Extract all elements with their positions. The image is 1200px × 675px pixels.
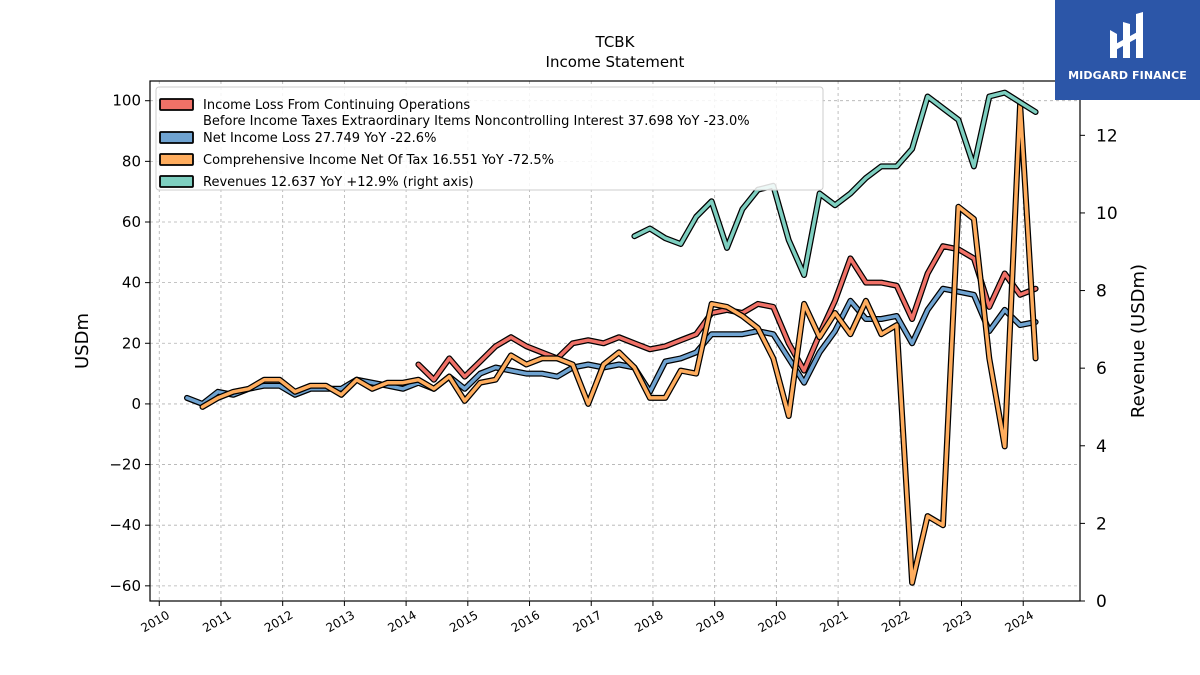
- right-y-axis-ticks: 0 2 4 6 8 10 12: [1080, 126, 1118, 612]
- series-line-2: [200, 101, 1038, 585]
- y-tick-label: −40: [109, 516, 141, 534]
- x-tick-label: 2012: [262, 608, 295, 635]
- x-tick-label: 2011: [200, 608, 233, 635]
- right-y-tick-label: 12: [1096, 126, 1118, 146]
- x-tick-label: 2022: [879, 608, 912, 635]
- right-y-tick-label: 4: [1096, 437, 1107, 457]
- legend-swatch-3: [159, 175, 194, 188]
- legend-label-2: Comprehensive Income Net Of Tax 16.551 Y…: [203, 153, 554, 168]
- x-tick-label: 2017: [571, 608, 604, 635]
- x-tick-label: 2023: [941, 608, 974, 635]
- x-tick-label: 2013: [324, 608, 357, 635]
- midgard-finance-logo: MIDGARD FINANCE: [1055, 0, 1200, 100]
- x-tick-label: 2018: [632, 608, 665, 635]
- legend-label-0-line-1: Before Income Taxes Extraordinary Items …: [203, 114, 750, 129]
- x-tick-label: 2021: [817, 608, 850, 635]
- y-tick-label: 40: [122, 274, 141, 292]
- series-line-3: [632, 90, 1038, 277]
- legend-label-3: Revenues 12.637 YoY +12.9% (right axis): [203, 175, 474, 190]
- right-y-tick-label: 2: [1096, 514, 1107, 534]
- chart-subtitle: Income Statement: [546, 53, 685, 71]
- y-axis-label: USDm: [72, 313, 93, 369]
- logo-mark-icon: [1110, 12, 1143, 58]
- y-tick-label: 100: [112, 92, 141, 110]
- right-y-tick-label: 10: [1096, 204, 1118, 224]
- legend-label-0-line-0: Income Loss From Continuing Operations: [203, 98, 470, 113]
- x-tick-label: 2020: [756, 608, 789, 635]
- y-tick-label: 80: [122, 152, 141, 170]
- x-axis-ticks: 2010 2011 2012 2013 2014 2015 2016 2017 2018 2019…: [139, 601, 1036, 635]
- legend-swatch-0: [159, 98, 194, 111]
- y-tick-label: 20: [122, 334, 141, 352]
- y-tick-label: 60: [122, 213, 141, 231]
- series-lines: [184, 89, 1039, 586]
- x-tick-label: 2019: [694, 608, 727, 635]
- legend-label-1: Net Income Loss 27.749 YoY -22.6%: [203, 131, 436, 146]
- legend-swatch-1: [159, 131, 194, 144]
- right-y-tick-label: 6: [1096, 359, 1107, 379]
- x-tick-label: 2024: [1002, 608, 1035, 635]
- x-tick-label: 2016: [509, 608, 542, 635]
- plot-frame: [149, 80, 1081, 602]
- logo-text: MIDGARD FINANCE: [1068, 69, 1187, 82]
- y-tick-label: −20: [109, 456, 141, 474]
- y-tick-label: 0: [131, 395, 141, 413]
- y-tick-label: −60: [109, 577, 141, 595]
- legend-swatch-2: [159, 153, 194, 166]
- legend-frame: [155, 86, 824, 191]
- chart-title: TCBK: [595, 33, 636, 51]
- right-y-tick-label: 0: [1096, 592, 1107, 612]
- right-y-tick-label: 8: [1096, 282, 1107, 302]
- x-tick-label: 2015: [447, 608, 480, 635]
- x-tick-label: 2010: [139, 608, 172, 635]
- right-y-axis-label: Revenue (USDm): [1128, 264, 1149, 418]
- legend: Income Loss From Continuing OperationsBe…: [155, 86, 824, 191]
- x-tick-label: 2014: [385, 608, 418, 635]
- y-axis-ticks: −60 −40 −20 0 20 40 60 80 100: [109, 92, 150, 595]
